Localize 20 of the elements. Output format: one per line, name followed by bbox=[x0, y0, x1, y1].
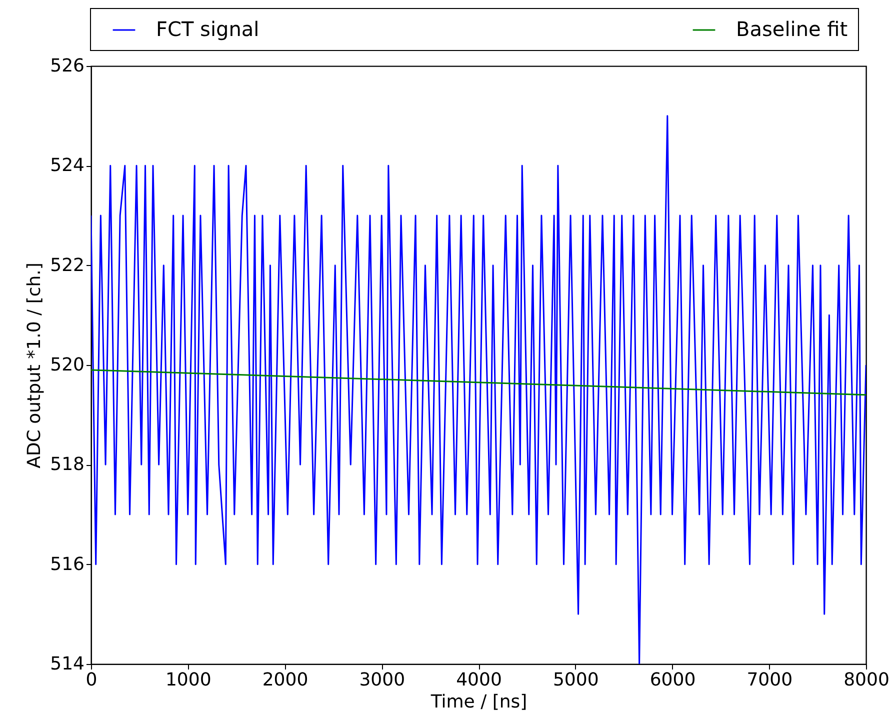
x-tick-label: 4000 bbox=[456, 670, 502, 690]
x-tick-label: 7000 bbox=[746, 670, 793, 690]
x-tick-label: 2000 bbox=[262, 670, 308, 690]
y-tick-label: 522 bbox=[50, 254, 84, 276]
x-axis-title: Time / [ns] bbox=[430, 692, 528, 712]
y-tick-label: 520 bbox=[50, 354, 84, 376]
y-tick-label: 526 bbox=[50, 56, 84, 76]
x-tick-label: 0 bbox=[86, 670, 98, 690]
y-tick-label: 518 bbox=[50, 454, 84, 476]
x-tick-label: 6000 bbox=[650, 670, 696, 690]
x-tick-label: 3000 bbox=[359, 670, 406, 690]
y-tick-label: 524 bbox=[50, 155, 84, 176]
y-tick-label: 514 bbox=[50, 654, 84, 674]
legend-label: FCT signal bbox=[156, 17, 260, 41]
x-tick-label: 1000 bbox=[165, 670, 212, 690]
legend-label: Baseline fit bbox=[736, 17, 848, 41]
y-axis-title: ADC output *1.0 / [ch.] bbox=[24, 262, 46, 468]
x-tick-label: 5000 bbox=[552, 670, 599, 690]
y-tick-label: 516 bbox=[50, 554, 84, 575]
x-tick-label: 8000 bbox=[844, 670, 890, 690]
